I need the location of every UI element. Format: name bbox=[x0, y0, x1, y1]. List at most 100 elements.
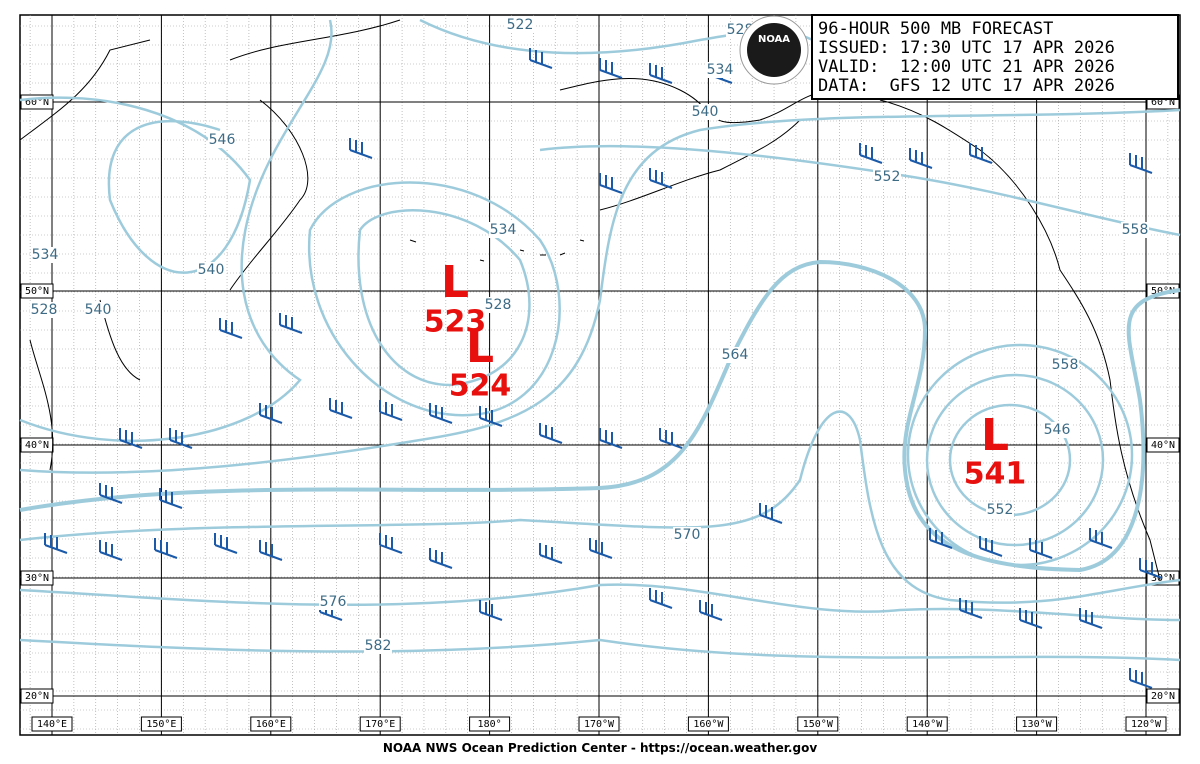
contour-label: 540 bbox=[85, 302, 112, 318]
header-line: 96-HOUR 500 MB FORECAST bbox=[818, 19, 1053, 39]
label-box bbox=[359, 716, 401, 732]
wind-barb bbox=[649, 63, 673, 84]
contour-label-bg bbox=[364, 638, 392, 654]
wind-barb bbox=[349, 138, 373, 159]
label-box bbox=[687, 716, 729, 732]
wind-barb bbox=[599, 173, 623, 194]
longitude-label: 170°W bbox=[584, 719, 615, 730]
contour-label: 552 bbox=[987, 502, 1014, 518]
contour-label-bg bbox=[721, 347, 749, 363]
contour-label: 534 bbox=[32, 247, 59, 263]
latitude-label: 60°N bbox=[1151, 97, 1175, 108]
latitude-label: 20°N bbox=[1151, 691, 1175, 702]
contour-label-bg bbox=[30, 302, 58, 318]
contour-label-bg bbox=[986, 502, 1014, 518]
label-box bbox=[906, 716, 948, 732]
latitude-label: 50°N bbox=[25, 286, 49, 297]
contours bbox=[19, 18, 1181, 662]
wind-barb bbox=[539, 543, 563, 564]
wind-barb bbox=[429, 403, 453, 424]
wind-barb bbox=[479, 406, 503, 427]
contour-label-bg bbox=[1043, 422, 1071, 438]
latitude-label: 20°N bbox=[25, 691, 49, 702]
contour-label-bg bbox=[208, 132, 236, 148]
wind-barb bbox=[214, 533, 238, 554]
label-box bbox=[1016, 716, 1058, 732]
label-box bbox=[469, 716, 511, 732]
contour-label: 540 bbox=[692, 104, 719, 120]
contour-label: 528 bbox=[485, 297, 512, 313]
contour-label: 558 bbox=[1052, 357, 1079, 373]
contour-label: 582 bbox=[365, 638, 392, 654]
wind-barb bbox=[759, 503, 783, 524]
wind-barb bbox=[979, 536, 1003, 557]
low-symbol: L bbox=[466, 322, 494, 373]
logo-text: NOAA bbox=[758, 34, 790, 45]
contour-label-bg bbox=[706, 62, 734, 78]
wind-barb bbox=[1089, 528, 1113, 549]
header-line: ISSUED: 17:30 UTC 17 APR 2026 bbox=[818, 38, 1115, 58]
longitude-label: 150°W bbox=[803, 719, 834, 730]
contour-label-bg bbox=[319, 594, 347, 610]
latitude-label: 60°N bbox=[25, 97, 49, 108]
wind-barbs bbox=[44, 48, 1163, 689]
label-box bbox=[20, 283, 54, 299]
footer: NOAA NWS Ocean Prediction Center - https… bbox=[383, 741, 817, 755]
latitude-label: 30°N bbox=[1151, 573, 1175, 584]
contour-label-bg bbox=[84, 302, 112, 318]
contour-label: 576 bbox=[320, 594, 347, 610]
label-box bbox=[140, 716, 182, 732]
label-box bbox=[20, 688, 54, 704]
legend-box: 96-HOUR 500 MB FORECAST ISSUED: 17:30 UT… bbox=[739, 14, 1179, 100]
wind-barb bbox=[859, 143, 883, 164]
contour-label-bg bbox=[489, 222, 517, 238]
latitude-label: 40°N bbox=[25, 440, 49, 451]
contour-label-bg bbox=[673, 527, 701, 543]
wind-barb bbox=[589, 538, 613, 559]
longitude-label: 150°E bbox=[146, 719, 176, 730]
contour-label-bg bbox=[1051, 357, 1079, 373]
contour-label: 528 bbox=[31, 302, 58, 318]
longitude-label: 130°W bbox=[1022, 719, 1053, 730]
wind-barb bbox=[429, 548, 453, 569]
contour-label-bg bbox=[31, 247, 59, 263]
wind-barb bbox=[1079, 608, 1103, 629]
label-box bbox=[1125, 716, 1167, 732]
label-box bbox=[1146, 688, 1180, 704]
wind-barb bbox=[219, 318, 243, 339]
label-box bbox=[31, 716, 73, 732]
header-box bbox=[811, 14, 1179, 100]
wind-barb bbox=[159, 488, 183, 509]
wind-barb bbox=[969, 143, 993, 164]
contour-label: 564 bbox=[722, 347, 749, 363]
wind-barb bbox=[599, 428, 623, 449]
contour-label: 522 bbox=[507, 17, 534, 33]
wind-barb bbox=[1129, 668, 1153, 689]
wind-barb bbox=[649, 168, 673, 189]
wind-barb bbox=[259, 403, 283, 424]
contour-label: 552 bbox=[874, 169, 901, 185]
contour-label-bg bbox=[1121, 222, 1149, 238]
wind-barb bbox=[1139, 558, 1163, 579]
wind-barb bbox=[259, 540, 283, 561]
wind-barb bbox=[99, 540, 123, 561]
label-box bbox=[20, 570, 54, 586]
wind-barb bbox=[599, 58, 623, 79]
wind-barb bbox=[909, 148, 933, 169]
low-value: 523 bbox=[424, 305, 487, 340]
low-value: 541 bbox=[964, 457, 1027, 492]
wind-barb bbox=[154, 538, 178, 559]
contour-label: 570 bbox=[674, 527, 701, 543]
latitude-label: 30°N bbox=[25, 573, 49, 584]
wind-barb bbox=[1029, 538, 1053, 559]
contour-label-bg bbox=[197, 262, 225, 278]
label-box bbox=[1146, 437, 1180, 453]
longitude-label: 160°E bbox=[256, 719, 286, 730]
wind-barb bbox=[1019, 608, 1043, 629]
longitude-label: 140°E bbox=[37, 719, 67, 730]
longitude-label: 160°W bbox=[693, 719, 724, 730]
longitude-label: 120°W bbox=[1131, 719, 1162, 730]
logo-inner bbox=[747, 23, 801, 77]
low-value: 524 bbox=[449, 369, 512, 404]
